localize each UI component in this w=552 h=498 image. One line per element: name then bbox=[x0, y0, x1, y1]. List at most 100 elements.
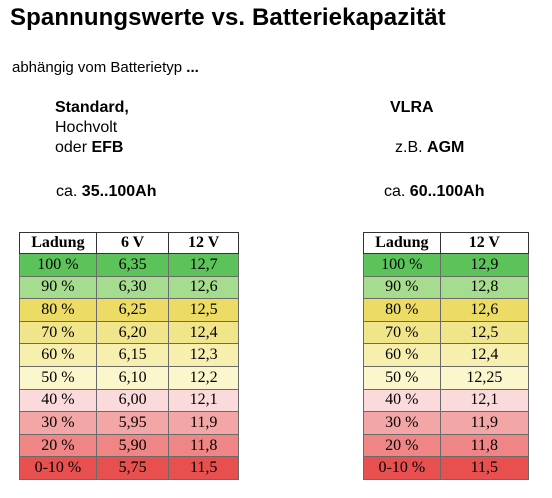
charge-cell: 30 % bbox=[363, 411, 441, 435]
table-row: 0-10 % 5,75 11,5 bbox=[19, 456, 239, 480]
left-column-heading: Standard, Hochvolt oder EFB bbox=[55, 98, 129, 158]
right-type-line3-bold: AGM bbox=[427, 139, 465, 156]
voltage-table-standard: Ladung 6 V 12 V 100 % 6,35 12,7 90 % 6,30 12,… bbox=[19, 232, 239, 480]
subtitle: abhängig vom Batterietyp ... bbox=[12, 59, 199, 76]
left-type-line2: Hochvolt bbox=[55, 119, 118, 136]
voltage-table-vrla: Ladung 12 V 100 % 12,9 90 % 12,8 80 % 12,6 70 … bbox=[363, 232, 530, 480]
table-header-row: Ladung 12 V bbox=[363, 232, 530, 254]
table-row: 30 % 5,95 11,9 bbox=[19, 411, 239, 435]
page-title: Spannungswerte vs. Batteriekapazität bbox=[10, 4, 446, 31]
right-type-line3-prefix: z.B. bbox=[395, 139, 428, 156]
charge-cell: 60 % bbox=[363, 343, 441, 367]
voltage-cell: 11,8 bbox=[168, 433, 239, 458]
table-row: 40 % 6,00 12,1 bbox=[19, 388, 239, 413]
voltage-cell: 12,4 bbox=[168, 320, 239, 345]
voltage-cell: 6,30 bbox=[95, 275, 170, 300]
table-row: 100 % 6,35 12,7 bbox=[19, 253, 239, 277]
charge-cell: 70 % bbox=[19, 320, 97, 345]
voltage-cell: 12,25 bbox=[439, 365, 530, 390]
charge-cell: 0-10 % bbox=[19, 456, 97, 480]
right-capacity-value: 60..100Ah bbox=[409, 183, 485, 200]
charge-cell: 90 % bbox=[363, 275, 441, 300]
left-capacity: ca. 35..100Ah bbox=[56, 183, 157, 201]
table-row: 60 % 6,15 12,3 bbox=[19, 343, 239, 367]
charge-cell: 20 % bbox=[19, 433, 97, 458]
table-row: 90 % 12,8 bbox=[363, 275, 530, 300]
left-type-line3-bold: EFB bbox=[91, 139, 124, 156]
voltage-cell: 12,1 bbox=[439, 388, 530, 413]
table-row: 50 % 12,25 bbox=[363, 365, 530, 390]
voltage-cell: 5,95 bbox=[95, 411, 170, 435]
table-header-row: Ladung 6 V 12 V bbox=[19, 232, 239, 254]
voltage-cell: 11,5 bbox=[168, 456, 239, 480]
voltage-cell: 12,2 bbox=[168, 365, 239, 390]
charge-cell: 0-10 % bbox=[363, 456, 441, 480]
left-type-line3-prefix: oder bbox=[55, 139, 92, 156]
voltage-cell: 11,9 bbox=[168, 411, 239, 435]
table-row: 50 % 6,10 12,2 bbox=[19, 365, 239, 390]
subtitle-ellipsis: ... bbox=[186, 59, 199, 76]
voltage-cell: 6,00 bbox=[95, 388, 170, 413]
table-row: 30 % 11,9 bbox=[363, 411, 530, 435]
left-capacity-prefix: ca. bbox=[56, 183, 82, 200]
header-ladung: Ladung bbox=[363, 232, 441, 254]
right-type-line3: z.B. AGM bbox=[390, 138, 464, 158]
table-row: 40 % 12,1 bbox=[363, 388, 530, 413]
charge-cell: 40 % bbox=[19, 388, 97, 413]
table-row: 70 % 6,20 12,4 bbox=[19, 320, 239, 345]
charge-cell: 80 % bbox=[19, 298, 97, 322]
header-12v: 12 V bbox=[168, 232, 239, 254]
table-row: 20 % 11,8 bbox=[363, 433, 530, 458]
charge-cell: 20 % bbox=[363, 433, 441, 458]
voltage-cell: 12,6 bbox=[439, 298, 530, 322]
voltage-cell: 12,3 bbox=[168, 343, 239, 367]
charge-cell: 80 % bbox=[363, 298, 441, 322]
voltage-table-vrla-body: 100 % 12,9 90 % 12,8 80 % 12,6 70 % 12,5 60 % 12,… bbox=[363, 253, 530, 480]
table-row: 100 % 12,9 bbox=[363, 253, 530, 277]
left-capacity-value: 35..100Ah bbox=[81, 183, 157, 200]
voltage-cell: 5,90 bbox=[95, 433, 170, 458]
left-type-line3: oder EFB bbox=[55, 138, 129, 158]
table-row: 90 % 6,30 12,6 bbox=[19, 275, 239, 300]
voltage-cell: 6,25 bbox=[95, 298, 170, 322]
right-type-name: VLRA bbox=[390, 99, 434, 116]
charge-cell: 90 % bbox=[19, 275, 97, 300]
voltage-cell: 11,5 bbox=[439, 456, 530, 480]
right-capacity: ca. 60..100Ah bbox=[384, 183, 485, 201]
voltage-cell: 11,8 bbox=[439, 433, 530, 458]
charge-cell: 40 % bbox=[363, 388, 441, 413]
table-row: 60 % 12,4 bbox=[363, 343, 530, 367]
voltage-cell: 12,8 bbox=[439, 275, 530, 300]
right-capacity-prefix: ca. bbox=[384, 183, 410, 200]
table-row: 80 % 6,25 12,5 bbox=[19, 298, 239, 322]
left-type-name: Standard, bbox=[55, 99, 129, 116]
voltage-cell: 12,9 bbox=[439, 253, 530, 277]
voltage-table-standard-body: 100 % 6,35 12,7 90 % 6,30 12,6 80 % 6,25 12,5 70 … bbox=[19, 253, 239, 480]
table-row: 80 % 12,6 bbox=[363, 298, 530, 322]
voltage-cell: 6,15 bbox=[95, 343, 170, 367]
header-12v: 12 V bbox=[439, 232, 530, 254]
charge-cell: 60 % bbox=[19, 343, 97, 367]
header-6v: 6 V bbox=[95, 232, 170, 254]
charge-cell: 50 % bbox=[363, 365, 441, 390]
charge-cell: 50 % bbox=[19, 365, 97, 390]
voltage-cell: 12,7 bbox=[168, 253, 239, 277]
table-row: 70 % 12,5 bbox=[363, 320, 530, 345]
voltage-cell: 12,4 bbox=[439, 343, 530, 367]
subtitle-text: abhängig vom Batterietyp bbox=[12, 59, 187, 76]
right-spacer bbox=[390, 118, 464, 138]
charge-cell: 30 % bbox=[19, 411, 97, 435]
voltage-cell: 12,5 bbox=[168, 298, 239, 322]
charge-cell: 70 % bbox=[363, 320, 441, 345]
voltage-cell: 6,10 bbox=[95, 365, 170, 390]
charge-cell: 100 % bbox=[19, 253, 97, 277]
voltage-cell: 5,75 bbox=[95, 456, 170, 480]
right-column-heading: VLRA z.B. AGM bbox=[390, 98, 464, 158]
voltage-cell: 6,20 bbox=[95, 320, 170, 345]
charge-cell: 100 % bbox=[363, 253, 441, 277]
voltage-cell: 12,6 bbox=[168, 275, 239, 300]
voltage-cell: 6,35 bbox=[95, 253, 170, 277]
table-row: 20 % 5,90 11,8 bbox=[19, 433, 239, 458]
voltage-cell: 12,5 bbox=[439, 320, 530, 345]
voltage-cell: 11,9 bbox=[439, 411, 530, 435]
